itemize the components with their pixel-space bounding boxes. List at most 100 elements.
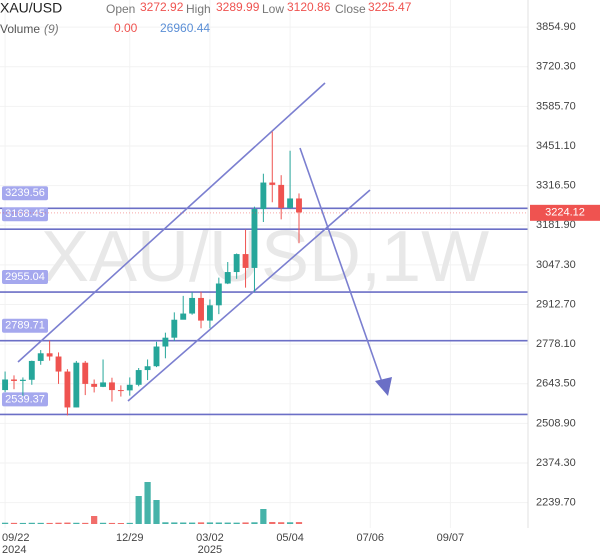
level-tag — [2, 207, 48, 222]
volume-bar — [64, 522, 71, 524]
candle-body — [153, 346, 160, 367]
volume-bar — [10, 522, 18, 524]
volume-bar — [188, 522, 196, 524]
candle-body — [215, 283, 222, 306]
last-price-tag — [530, 204, 600, 221]
x-tick-label: 12/29 — [116, 532, 144, 544]
x-tick-label: 07/06 — [356, 532, 384, 544]
volume-label: Volume — [0, 22, 40, 36]
channel-lower — [127, 189, 371, 402]
candle-body — [19, 379, 26, 381]
candle-body — [198, 297, 204, 321]
level-tag — [2, 392, 48, 407]
candle-body — [224, 272, 231, 284]
volume-period: (9) — [44, 22, 59, 36]
volume-bar — [233, 522, 240, 524]
candle-body — [233, 254, 240, 273]
volume-bar — [91, 516, 98, 524]
x-tick-label: 05/04 — [276, 532, 304, 544]
arrow-head — [375, 377, 392, 396]
volume-bar — [295, 522, 303, 524]
x-year-label: 2025 — [198, 544, 222, 556]
volume-bar — [144, 482, 151, 524]
volume-bar — [215, 522, 222, 524]
volume-bar — [117, 523, 124, 524]
candle-body — [73, 362, 80, 408]
x-tick-label: 09/07 — [437, 532, 465, 544]
candle-body — [287, 198, 294, 208]
volume-bar — [19, 522, 27, 524]
volume-bar — [135, 496, 142, 524]
candle-body — [189, 297, 196, 314]
level-tag — [2, 186, 48, 201]
candle-body — [206, 305, 213, 321]
close-value: 3225.47 — [368, 0, 412, 14]
candle-body — [162, 337, 169, 347]
volume-bar — [55, 522, 62, 524]
volume-bar — [180, 522, 187, 524]
candles — [2, 131, 302, 416]
candle-body — [46, 353, 53, 357]
volume-bar — [260, 509, 267, 524]
candle-body — [28, 360, 35, 380]
y-tick-label: 2374.30 — [536, 457, 576, 469]
candle-body — [180, 313, 187, 320]
volume-bar — [286, 522, 294, 524]
candle-body — [135, 370, 142, 385]
volume-bar — [37, 522, 44, 524]
level-tag — [2, 270, 48, 285]
volume-bar — [197, 522, 205, 524]
candle-body — [296, 198, 302, 213]
y-tick-label: 3181.90 — [536, 219, 576, 231]
watermark: XAU/USD,1W — [41, 217, 489, 297]
open-value: 3272.92 — [140, 0, 184, 14]
low-label: Low — [262, 2, 284, 16]
candle-body — [126, 384, 133, 391]
candle-body — [2, 379, 9, 391]
candle-body — [55, 356, 62, 372]
level-label: 3239.56 — [5, 187, 45, 199]
volume-bar — [99, 522, 107, 524]
candle-body — [117, 390, 124, 392]
y-tick-label: 2508.90 — [536, 417, 576, 429]
header: XAU/USD Open 3272.92 High 3289.99 Low 31… — [0, 0, 412, 36]
levels: 3239.56 3168.45 2955.04 2789.71 2539.37 — [0, 186, 528, 416]
volume-value: 0.00 — [114, 21, 138, 35]
candle-body — [251, 209, 258, 268]
y-tick-label: 3316.50 — [536, 180, 576, 192]
candle-body — [278, 184, 285, 208]
level-label: 2955.04 — [5, 271, 45, 283]
y-tick-label: 3854.90 — [536, 21, 576, 33]
level-tag — [2, 318, 48, 333]
candle-body — [260, 182, 267, 210]
volume-ma-value: 26960.44 — [160, 21, 210, 35]
candle-body — [64, 371, 71, 408]
high-value: 3289.99 — [216, 0, 260, 14]
y-tick-label: 2239.70 — [536, 497, 576, 509]
channel-upper — [17, 82, 326, 363]
y-tick-label: 3451.10 — [536, 140, 576, 152]
volume-bar — [171, 522, 178, 524]
volume-bar — [46, 522, 53, 524]
candle-body — [37, 353, 44, 361]
candle-body — [144, 366, 151, 371]
candle-body — [100, 382, 106, 387]
candle-body — [242, 254, 249, 268]
volume-bar — [278, 522, 285, 524]
candle-body — [82, 362, 89, 384]
level-label: 2789.71 — [5, 320, 45, 332]
y-tick-label: 3720.30 — [536, 61, 576, 73]
volume-bar — [153, 500, 160, 524]
x-tick-label: 09/22 — [2, 532, 30, 544]
last-price-label: 3224.12 — [545, 207, 585, 219]
candle-body — [109, 382, 115, 391]
high-label: High — [186, 2, 211, 16]
arrow-line — [299, 147, 384, 386]
volume-bar — [242, 522, 249, 524]
y-tick-label: 3047.30 — [536, 259, 576, 271]
x-tick-label: 03/02 — [196, 532, 224, 544]
symbol-title: XAU/USD — [0, 0, 62, 16]
volume-bar — [1, 522, 9, 524]
